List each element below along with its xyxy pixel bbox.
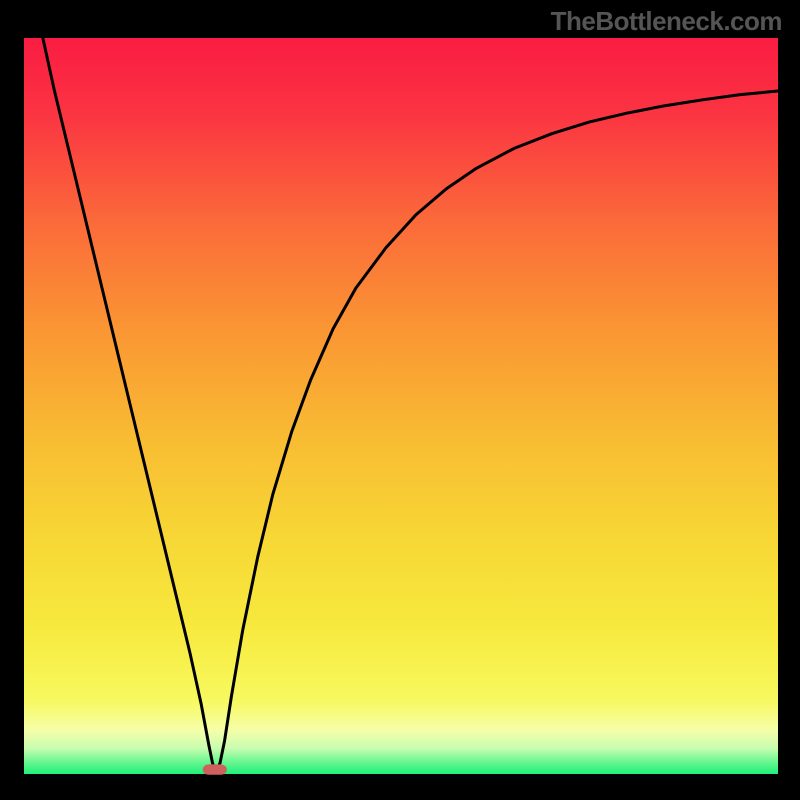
plot-area	[24, 38, 778, 774]
bottleneck-chart	[0, 0, 800, 800]
watermark-text: TheBottleneck.com	[551, 6, 782, 37]
optimum-marker	[203, 764, 227, 774]
chart-container: TheBottleneck.com	[0, 0, 800, 800]
